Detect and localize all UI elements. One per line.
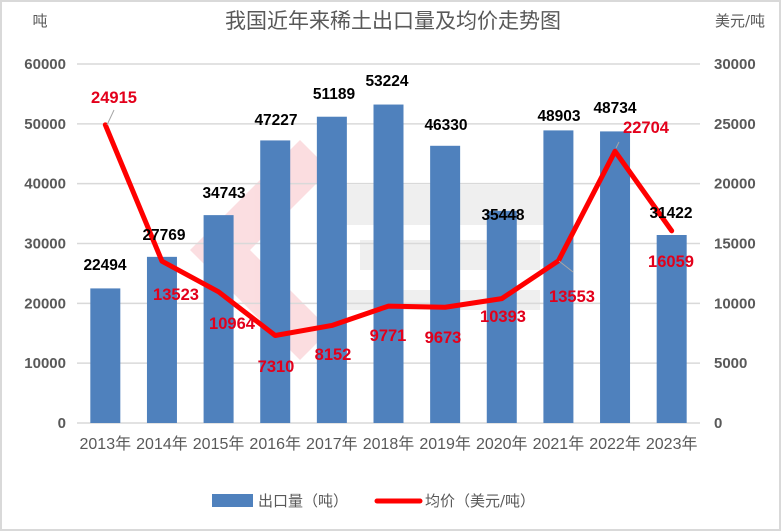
- y-right-tick-label: 25000: [714, 116, 756, 133]
- label-leader-line: [106, 109, 115, 126]
- bar-value-label: 48734: [593, 100, 636, 117]
- y-left-tick-label: 0: [58, 415, 66, 432]
- bar-value-label: 46330: [424, 117, 467, 134]
- chart-title: 我国近年来稀土出口量及均价走势图: [225, 9, 561, 33]
- line-value-label: 10964: [209, 315, 256, 333]
- x-tick-label: 2014年: [136, 435, 188, 453]
- bar-series-export-volume: [90, 104, 687, 424]
- x-tick-label: 2015年: [193, 435, 245, 453]
- x-tick-label: 2020年: [476, 435, 528, 453]
- bar-value-label: 47227: [254, 112, 297, 129]
- y-right-tick-label: 10000: [714, 295, 756, 312]
- bar: [656, 234, 687, 423]
- x-tick-label: 2021年: [533, 435, 585, 453]
- legend-line-label: 均价（美元/吨）: [425, 492, 535, 510]
- y-axis-left: 0 10000 20000 30000 40000 50000 60000: [24, 56, 66, 432]
- right-axis-unit: 美元/吨: [715, 12, 765, 30]
- line-value-label: 13523: [153, 286, 199, 304]
- line-value-label: 8152: [315, 346, 352, 364]
- y-right-tick-label: 0: [714, 415, 722, 432]
- x-tick-label: 2019年: [419, 435, 471, 453]
- y-axis-right: 0 5000 10000 15000 20000 25000 30000: [714, 56, 756, 432]
- bar-value-label: 31422: [649, 205, 692, 222]
- x-tick-label: 2018年: [363, 435, 415, 453]
- y-left-tick-label: 50000: [24, 116, 66, 133]
- x-tick-label: 2013年: [80, 435, 132, 453]
- y-right-tick-label: 5000: [714, 355, 747, 372]
- line-value-label: 9771: [370, 327, 407, 345]
- y-right-tick-label: 15000: [714, 236, 756, 253]
- bar: [373, 104, 404, 424]
- bar: [146, 256, 177, 423]
- x-axis: 2013年 2014年 2015年 2016年 2017年 2018年 2019年 2020年…: [80, 435, 698, 453]
- y-left-tick-label: 10000: [24, 355, 66, 372]
- bar: [316, 116, 347, 423]
- legend-bar-label: 出口量（吨）: [258, 492, 348, 510]
- legend-bar-swatch: [212, 494, 253, 507]
- bar-value-label: 27769: [142, 227, 185, 244]
- line-value-label: 10393: [480, 308, 526, 326]
- bar: [203, 215, 234, 423]
- y-right-tick-label: 20000: [714, 176, 756, 193]
- bar-value-label: 51189: [313, 86, 356, 103]
- y-left-tick-label: 20000: [24, 295, 66, 312]
- bar-data-labels: 22494 27769 34743 47227 51189 53224 46330 35448…: [83, 73, 692, 274]
- x-tick-label: 2023年: [646, 435, 698, 453]
- bar-value-label: 53224: [365, 73, 408, 90]
- bar-value-label: 22494: [83, 257, 126, 274]
- line-value-label: 22704: [623, 119, 670, 137]
- x-tick-label: 2016年: [249, 435, 301, 453]
- x-tick-label: 2017年: [306, 435, 358, 453]
- y-left-tick-label: 40000: [24, 176, 66, 193]
- price-line: [102, 122, 675, 339]
- line-series-average-price: [102, 122, 675, 339]
- bar: [600, 131, 631, 423]
- bar-value-label: 35448: [481, 207, 524, 224]
- line-value-label: 13553: [549, 288, 595, 306]
- label-leader-line: [558, 260, 574, 273]
- bar-value-label: 48903: [537, 108, 580, 125]
- line-value-label: 7310: [258, 358, 295, 376]
- bar: [543, 130, 574, 424]
- bar-value-label: 34743: [202, 185, 245, 202]
- left-axis-unit: 吨: [32, 12, 47, 30]
- bar: [260, 140, 291, 423]
- label-leader-line: [615, 141, 620, 149]
- bar: [90, 288, 121, 423]
- bar: [486, 210, 517, 423]
- y-left-tick-label: 30000: [24, 236, 66, 253]
- legend: 出口量（吨） 均价（美元/吨）: [212, 492, 535, 510]
- line-value-label: 9673: [425, 329, 462, 347]
- line-value-label: 24915: [91, 89, 137, 107]
- y-left-tick-label: 60000: [24, 56, 66, 73]
- x-tick-label: 2022年: [589, 435, 641, 453]
- bar: [430, 145, 461, 423]
- y-right-tick-label: 30000: [714, 56, 756, 73]
- line-value-label: 16059: [648, 253, 694, 271]
- line-data-labels: 24915 13523 10964 7310 8152 9771 9673 10393 1355…: [91, 89, 694, 376]
